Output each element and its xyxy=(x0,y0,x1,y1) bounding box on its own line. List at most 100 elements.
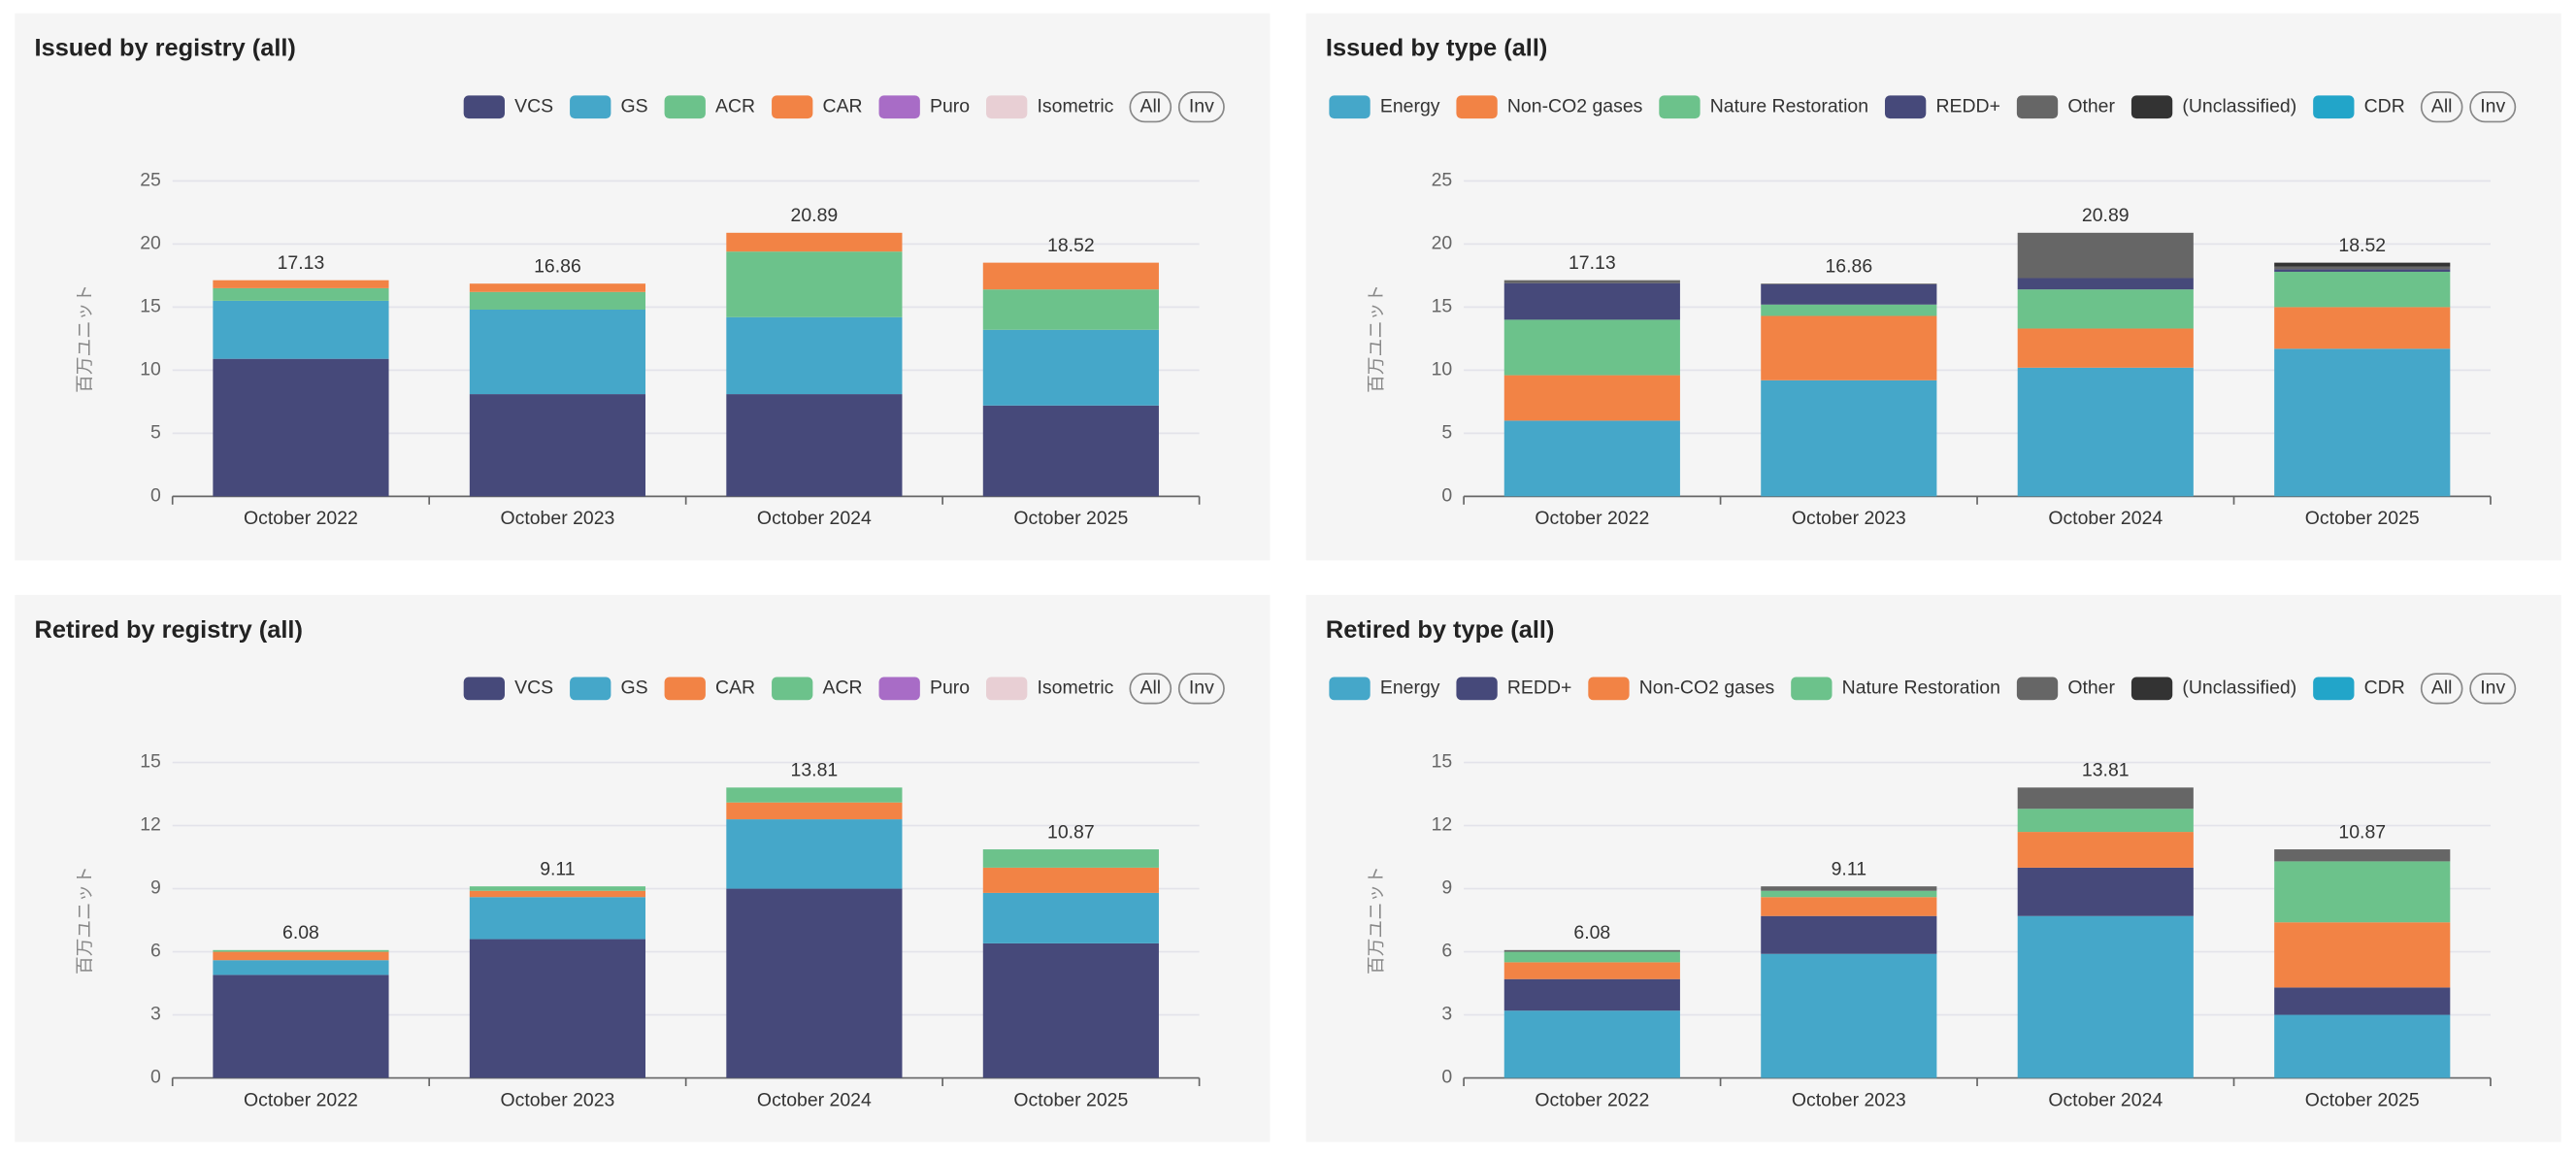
legend-item[interactable]: (Unclassified) xyxy=(2130,677,2296,701)
legend-item[interactable]: Nature Restoration xyxy=(1659,95,1868,119)
button-outline xyxy=(1177,91,1225,123)
legend-label: Other xyxy=(2067,678,2115,699)
legend-item[interactable]: Energy xyxy=(1329,678,1440,701)
legend-item[interactable]: Puro xyxy=(878,95,971,119)
legend-swatch xyxy=(664,677,706,701)
legend-item[interactable]: Non-CO2 gases xyxy=(1456,95,1643,119)
bar-segment xyxy=(213,287,389,301)
bar-segment xyxy=(2274,1014,2451,1078)
button-outline xyxy=(2469,91,2517,123)
bar-segment xyxy=(469,886,646,891)
toggle-button[interactable]: Inv xyxy=(2469,91,2517,123)
bar-segment xyxy=(1503,978,1680,1011)
legend-swatch xyxy=(570,95,611,119)
legend-label: Puro xyxy=(930,678,970,699)
legend-item[interactable]: REDD+ xyxy=(1884,95,2000,119)
toggle-button[interactable]: Inv xyxy=(1177,91,1225,123)
x-tick-label: October 2022 xyxy=(1535,508,1649,529)
toggle-button[interactable]: All xyxy=(2420,91,2463,123)
bar-segment xyxy=(2274,269,2451,272)
button-outline xyxy=(2420,91,2463,123)
bar-segment xyxy=(1761,890,1937,898)
y-tick-label: 9 xyxy=(1441,877,1452,899)
chart-title: Issued by registry (all) xyxy=(35,35,296,62)
legend-swatch xyxy=(1791,677,1833,701)
toggle-button[interactable]: All xyxy=(2420,673,2463,705)
total-label: 17.13 xyxy=(278,252,325,274)
bar-segment xyxy=(2017,867,2194,916)
bar-segment xyxy=(469,309,646,395)
legend-item[interactable]: Nature Restoration xyxy=(1791,678,2000,701)
legend-item[interactable]: Isometric xyxy=(986,95,1114,119)
button-outline xyxy=(2469,673,2517,705)
legend-label: Nature Restoration xyxy=(1842,678,2000,699)
legend-item[interactable]: GS xyxy=(570,678,648,701)
legend-item[interactable]: VCS xyxy=(463,677,553,701)
bar-segment xyxy=(982,849,1159,868)
y-tick-label: 6 xyxy=(150,941,161,962)
legend-label: ACR xyxy=(715,95,755,116)
total-label: 9.11 xyxy=(1832,858,1866,879)
bar-segment xyxy=(469,291,646,310)
legend-item[interactable]: Non-CO2 gases xyxy=(1588,678,1775,701)
legend-label: Puro xyxy=(930,95,970,116)
legend-item[interactable]: Isometric xyxy=(986,678,1114,701)
bar-segment xyxy=(726,316,903,395)
legend-item[interactable]: REDD+ xyxy=(1456,678,1571,701)
legend-item[interactable]: VCS xyxy=(463,95,553,119)
legend-swatch xyxy=(463,95,505,119)
legend-swatch xyxy=(664,95,706,119)
legend-item[interactable]: ACR xyxy=(664,95,756,119)
total-label: 17.13 xyxy=(1569,252,1616,274)
legend-item[interactable]: GS xyxy=(570,95,648,119)
legend-item[interactable]: CAR xyxy=(664,677,756,701)
legend-item[interactable]: CAR xyxy=(772,95,863,119)
legend-item[interactable]: Other xyxy=(2016,678,2116,701)
toggle-button[interactable]: All xyxy=(1129,91,1172,123)
bar-segment xyxy=(213,358,389,497)
legend-swatch xyxy=(463,677,505,701)
button-label: All xyxy=(2431,95,2453,116)
button-outline xyxy=(2420,673,2463,705)
chart-title: Retired by type (all) xyxy=(1326,616,1554,644)
bar-segment xyxy=(2274,271,2451,308)
legend-item[interactable]: Puro xyxy=(878,678,971,701)
bar-segment xyxy=(2017,367,2194,497)
bar-segment xyxy=(1761,897,1937,916)
legend-item[interactable]: CDR xyxy=(2313,678,2405,701)
bar-segment xyxy=(2017,289,2194,329)
legend-swatch xyxy=(1456,677,1498,701)
bar-segment xyxy=(1503,949,1680,952)
legend-label: Isometric xyxy=(1037,95,1113,116)
bar-segment xyxy=(982,867,1159,893)
legend-item[interactable]: Energy xyxy=(1329,95,1440,119)
bar-segment xyxy=(1503,282,1680,320)
legend-swatch xyxy=(2016,95,2059,119)
bar-segment xyxy=(1761,953,1937,1078)
legend-item[interactable]: (Unclassified) xyxy=(2130,95,2296,119)
legend-item[interactable]: CDR xyxy=(2313,95,2405,119)
total-label: 6.08 xyxy=(282,922,319,943)
toggle-button[interactable]: Inv xyxy=(1177,673,1225,705)
x-tick-label: October 2025 xyxy=(1013,1089,1128,1110)
legend-label: CAR xyxy=(715,678,755,699)
bar-segment xyxy=(2274,348,2451,497)
x-tick-label: October 2022 xyxy=(244,1089,358,1110)
toggle-button[interactable]: All xyxy=(1129,673,1172,705)
bar-segment xyxy=(982,892,1159,943)
legend-swatch xyxy=(1884,95,1927,119)
button-outline xyxy=(1129,91,1172,123)
legend-label: VCS xyxy=(514,95,553,116)
button-label: Inv xyxy=(1189,95,1214,116)
legend-swatch xyxy=(2130,677,2173,701)
legend-label: Other xyxy=(2067,95,2115,116)
bar-segment xyxy=(1503,319,1680,376)
toggle-button[interactable]: Inv xyxy=(2469,673,2517,705)
legend-label: ACR xyxy=(823,678,863,699)
legend-label: (Unclassified) xyxy=(2182,95,2296,116)
y-axis-label: 百万ユニット xyxy=(76,866,96,975)
legend-item[interactable]: ACR xyxy=(772,678,863,701)
bar-segment xyxy=(2274,262,2451,267)
legend-item[interactable]: Other xyxy=(2016,95,2116,119)
